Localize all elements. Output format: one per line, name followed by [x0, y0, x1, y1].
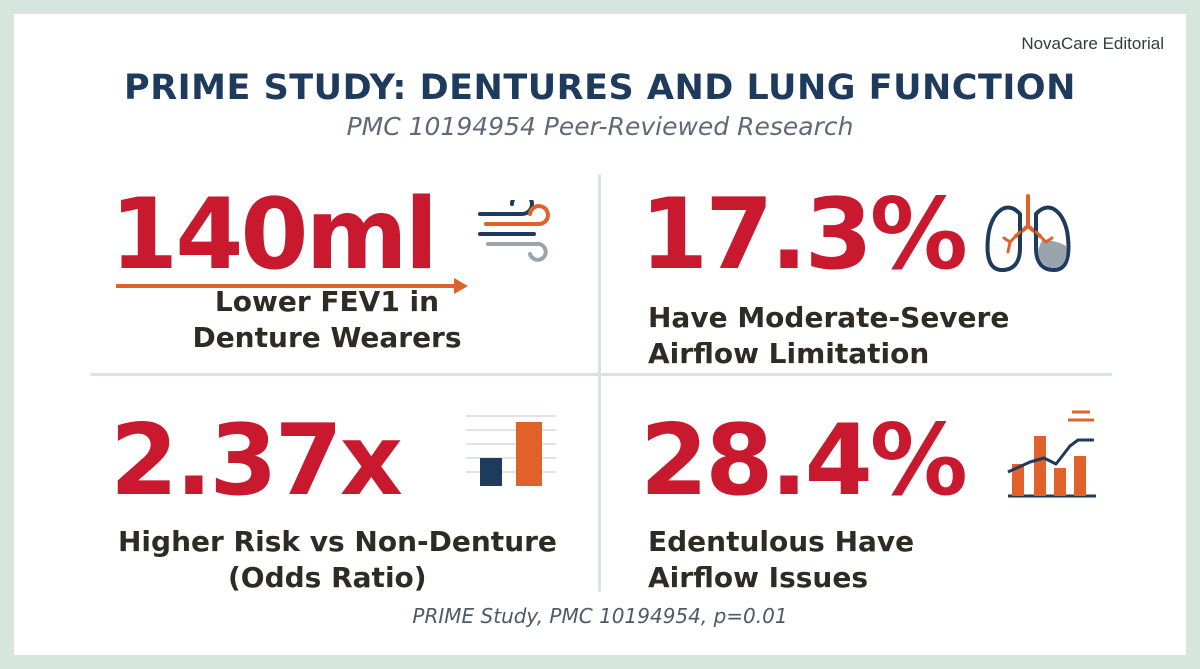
bar-comparison-icon — [466, 415, 556, 486]
stat-value-odds-ratio: 2.37x — [110, 404, 403, 518]
stat-label-edentulous: Edentulous Have Airflow Issues — [648, 525, 915, 594]
stat-value-fev1: 140ml — [110, 178, 438, 292]
trend-chart-icon — [1007, 410, 1096, 498]
page-title: PRIME STUDY: DENTURES AND LUNG FUNCTION — [124, 68, 1076, 108]
airflow-icon — [478, 200, 550, 262]
vertical-divider — [598, 174, 601, 592]
stat-label-odds-ratio: Higher Risk vs Non-Denture (Odds Ratio) — [118, 525, 557, 594]
stat-label-fev1: Lower FEV1 in Denture Wearers — [192, 285, 462, 354]
horizontal-divider — [90, 373, 1112, 376]
lungs-icon — [985, 194, 1071, 272]
brand-name: NovaCare Editorial — [1021, 34, 1164, 53]
infographic-card: NovaCare Editorial PRIME STUDY: DENTURES… — [14, 14, 1186, 655]
page-subtitle: PMC 10194954 Peer-Reviewed Research — [346, 112, 854, 141]
source-citation: PRIME Study, PMC 10194954, p=0.01 — [412, 604, 788, 628]
stat-value-airflow-limitation: 17.3% — [640, 178, 968, 292]
arrow-decoration — [116, 278, 468, 294]
stat-label-airflow-limitation: Have Moderate-Severe Airflow Limitation — [648, 301, 1010, 370]
stat-value-edentulous: 28.4% — [640, 404, 968, 518]
